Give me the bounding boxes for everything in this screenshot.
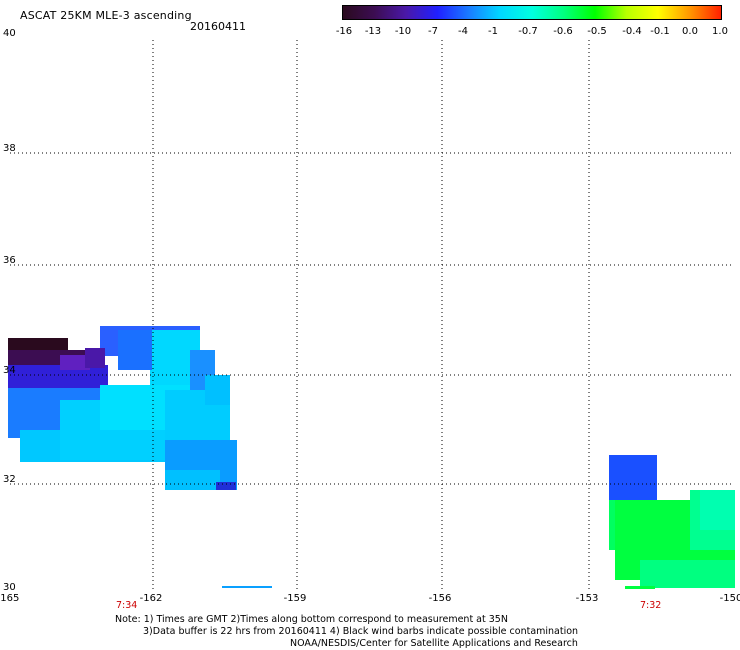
data-cell <box>216 482 236 490</box>
data-cell <box>8 338 68 352</box>
data-swaths <box>8 326 735 589</box>
lon-label: -156 <box>429 593 452 604</box>
lat-label: 32 <box>3 474 16 485</box>
data-cell <box>640 560 735 588</box>
colorbar-label: 0.0 <box>682 26 698 37</box>
data-cell <box>60 355 90 370</box>
graticule <box>10 40 733 592</box>
lat-label: 38 <box>3 143 16 154</box>
data-cell <box>222 586 272 588</box>
colorbar-label: -1 <box>488 26 498 37</box>
footer-note-1: Note: 1) Times are GMT 2)Times along bot… <box>115 614 508 625</box>
data-cell <box>625 586 655 589</box>
data-cell <box>205 375 230 405</box>
colorbar-labels: -16 -13 -10 -7 -4 -1 -0.7 -0.6 -0.5 -0.4… <box>330 26 740 38</box>
footer-credit: NOAA/NESDIS/Center for Satellite Applica… <box>290 638 578 649</box>
plot-title: ASCAT 25KM MLE-3 ascending <box>20 9 192 22</box>
lon-label: -153 <box>576 593 599 604</box>
footer-note-2: 3)Data buffer is 22 hrs from 20160411 4)… <box>143 626 579 637</box>
data-cell <box>8 365 108 390</box>
data-cell <box>165 470 220 490</box>
data-cell <box>609 455 657 500</box>
colorbar-label: -10 <box>394 26 412 37</box>
plot-date: 20160411 <box>190 20 246 33</box>
lat-label: 40 <box>3 28 16 39</box>
colorbar-label: -0.5 <box>587 26 607 37</box>
lon-label: -159 <box>284 593 307 604</box>
lat-label: 34 <box>3 365 16 376</box>
pass-time-right: 7:32 <box>640 600 662 611</box>
data-cell <box>118 330 152 370</box>
lon-label: -150 <box>720 593 740 604</box>
colorbar-label: -0.7 <box>518 26 538 37</box>
colorbar-label: -13 <box>364 26 382 37</box>
data-cell <box>85 348 105 368</box>
colorbar-label: 1.0 <box>712 26 728 37</box>
colorbar-label: -0.1 <box>650 26 670 37</box>
axis-labels: -165 -162 -159 -156 -153 -150 40 38 36 34 32 30 <box>0 28 740 604</box>
pass-time-left: 7:34 <box>116 600 138 611</box>
lon-label: -162 <box>140 593 163 604</box>
colorbar-label: -4 <box>458 26 468 37</box>
colorbar-label: -0.4 <box>622 26 642 37</box>
lat-label: 30 <box>3 582 16 593</box>
colorbar-label: -0.6 <box>553 26 573 37</box>
lat-label: 36 <box>3 255 16 266</box>
data-cell <box>700 490 735 530</box>
colorbar <box>342 5 722 20</box>
colorbar-label: -16 <box>335 26 353 37</box>
lon-label: -165 <box>0 593 19 604</box>
colorbar-label: -7 <box>428 26 438 37</box>
